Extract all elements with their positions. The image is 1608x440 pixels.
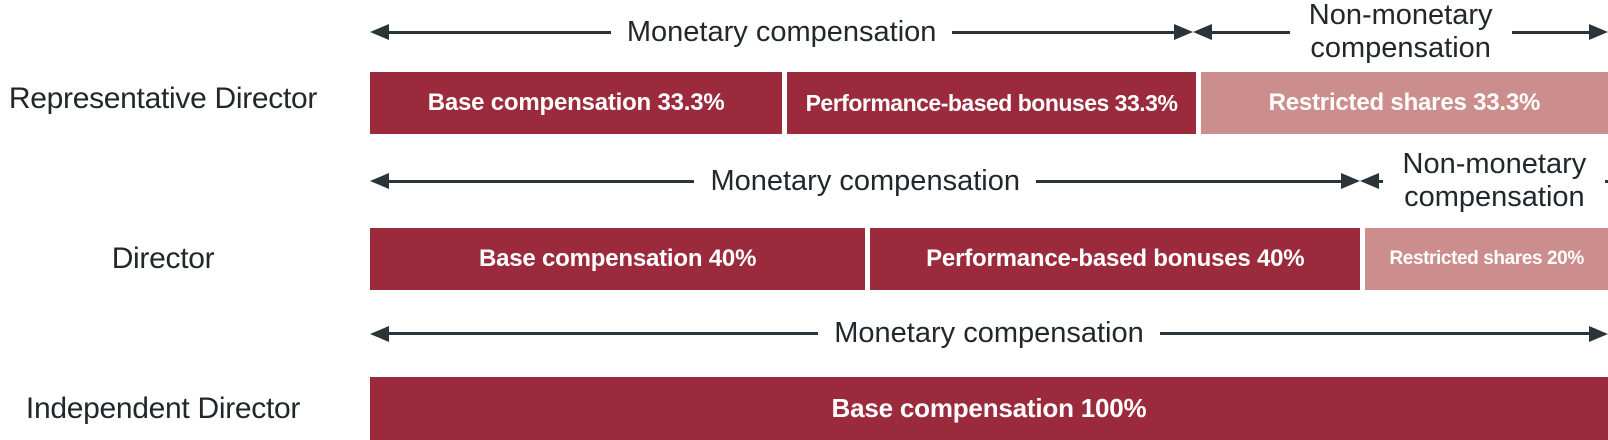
- span-arrows: Monetary compensation: [370, 290, 1608, 377]
- arrow-line: [1379, 179, 1384, 183]
- role-label: Representative Director: [8, 82, 318, 115]
- compensation-row-director: Monetary compensation Non-monetary compe…: [0, 134, 1608, 290]
- arrowhead-right-icon: [1341, 173, 1361, 189]
- non-monetary-span-label: Non-monetary compensation: [1308, 0, 1493, 64]
- monetary-span-label: Monetary compensation: [710, 164, 1020, 197]
- arrow-line: [389, 30, 611, 34]
- compensation-row-representative-director: Monetary compensation Non-monetary compe…: [0, 0, 1608, 134]
- role-label: Director: [111, 242, 215, 275]
- span-arrows: Monetary compensation Non-monetary compe…: [370, 134, 1608, 228]
- monetary-span-arrow: Monetary compensation: [370, 15, 1194, 49]
- bar-segment-performance-bonuses: Performance-based bonuses 40%: [865, 228, 1361, 290]
- segment-label: Restricted shares 33.3%: [1268, 89, 1541, 116]
- arrowhead-left-icon: [370, 24, 389, 40]
- compensation-bar: Base compensation 40% Performance-based …: [370, 228, 1608, 290]
- segment-label: Base compensation 33.3%: [427, 89, 725, 116]
- span-arrows: Monetary compensation Non-monetary compe…: [370, 0, 1608, 64]
- role-label: Independent Director: [25, 391, 301, 425]
- arrow-row-spacer: [0, 134, 370, 228]
- segment-label: Performance-based bonuses 33.3%: [805, 89, 1178, 116]
- monetary-span-arrow: Monetary compensation: [370, 317, 1608, 350]
- arrowhead-left-icon: [1360, 173, 1380, 189]
- arrowhead-left-icon: [370, 325, 389, 342]
- non-monetary-span-label: Non-monetary compensation: [1402, 147, 1587, 213]
- non-monetary-span-arrow: Non-monetary compensation: [1193, 0, 1608, 65]
- arrow-line: [389, 179, 695, 183]
- compensation-bar: Base compensation 100%: [370, 377, 1608, 440]
- arrow-line: [1035, 179, 1342, 183]
- segment-label: Restricted shares 20%: [1389, 248, 1584, 269]
- arrowhead-right-icon: [1174, 24, 1194, 40]
- arrow-row-spacer: [0, 290, 370, 377]
- segment-label: Base compensation 100%: [831, 393, 1147, 423]
- bar-segment-restricted-shares: Restricted shares 20%: [1360, 228, 1608, 290]
- monetary-span-label: Monetary compensation: [834, 317, 1144, 349]
- compensation-row-independent-director: Monetary compensation Independent Direct…: [0, 290, 1608, 440]
- segment-label: Performance-based bonuses 40%: [926, 245, 1305, 272]
- arrow-row-spacer: [0, 0, 370, 64]
- arrow-line: [952, 30, 1175, 34]
- arrowhead-left-icon: [370, 173, 389, 189]
- monetary-span-label: Monetary compensation: [626, 15, 937, 48]
- bar-segment-performance-bonuses: Performance-based bonuses 33.3%: [782, 72, 1196, 134]
- arrow-line: [1212, 30, 1290, 34]
- arrow-line: [1605, 179, 1608, 183]
- non-monetary-span-arrow: Non-monetary compensation: [1360, 148, 1608, 215]
- arrow-line: [1159, 332, 1589, 335]
- arrow-line: [1511, 30, 1589, 34]
- arrowhead-right-icon: [1589, 325, 1608, 342]
- compensation-bar: Base compensation 33.3% Performance-base…: [370, 72, 1608, 134]
- bar-segment-base-compensation: Base compensation 33.3%: [370, 72, 783, 134]
- bar-segment-base-compensation: Base compensation 40%: [370, 228, 866, 290]
- segment-label: Base compensation 40%: [478, 245, 757, 272]
- bar-segment-base-compensation: Base compensation 100%: [370, 377, 1608, 440]
- arrowhead-right-icon: [1588, 24, 1608, 40]
- monetary-span-arrow: Monetary compensation: [370, 164, 1361, 198]
- bar-segment-restricted-shares: Restricted shares 33.3%: [1195, 72, 1608, 134]
- arrowhead-left-icon: [1193, 24, 1213, 40]
- arrow-line: [389, 332, 819, 335]
